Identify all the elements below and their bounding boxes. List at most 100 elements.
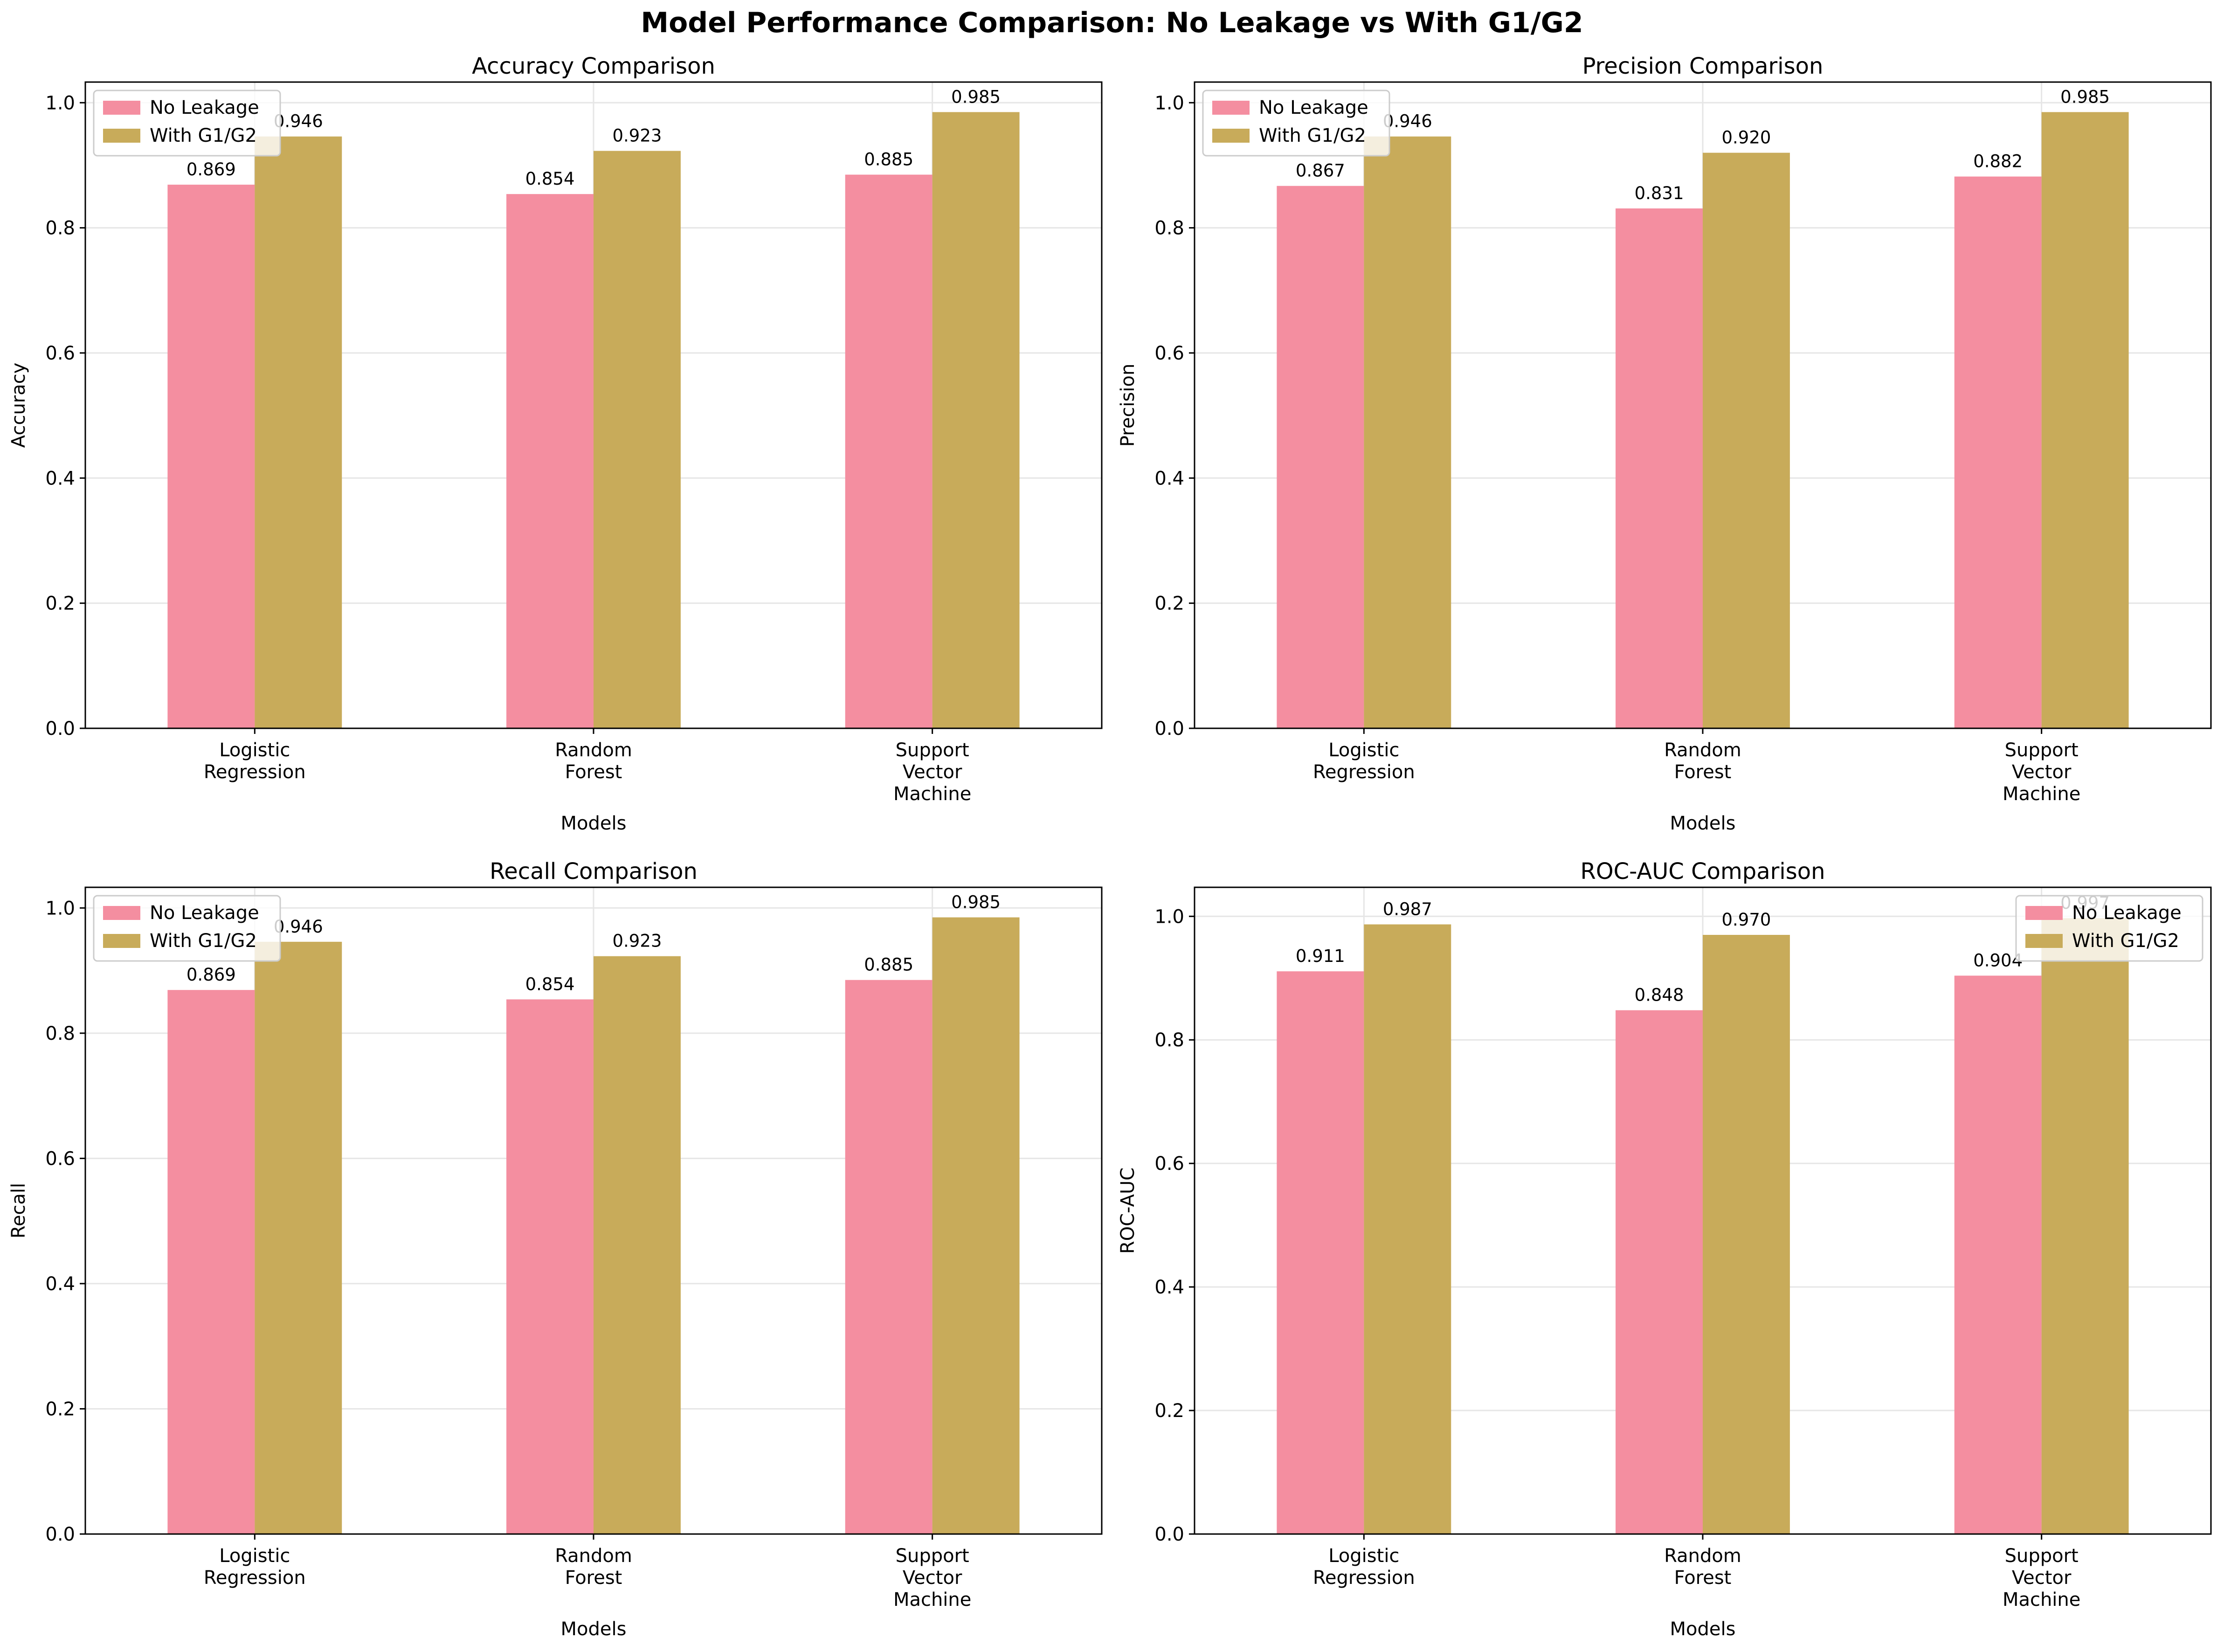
bar-value-label: 0.904	[1973, 950, 2023, 970]
legend-swatch-no-leakage	[103, 906, 140, 920]
x-tick-label: Random Forest	[555, 740, 632, 783]
legend-label-with-g1g2: With G1/G2	[150, 125, 257, 146]
bar-with-g1g2-1	[255, 941, 342, 1534]
bar-value-label: 0.985	[2060, 87, 2110, 107]
y-tick-label: 0.2	[1154, 1400, 1184, 1422]
legend: No Leakage With G1/G2	[93, 90, 281, 157]
y-tick-label: 0.0	[1154, 1524, 1184, 1545]
bar-with-g1g2-3	[2041, 918, 2129, 1534]
legend-swatch-with-g1g2	[1212, 129, 1250, 143]
bar-value-label: 0.946	[274, 917, 323, 937]
bar-value-label: 0.848	[1635, 985, 1684, 1005]
y-tick-label: 1.0	[1154, 906, 1184, 927]
chart-panel-4: 0.9110.8480.9040.9870.9700.9970.00.20.40…	[1117, 858, 2212, 1640]
x-tick-label: Random Forest	[1664, 740, 1741, 783]
y-tick-label: 0.0	[45, 1524, 75, 1545]
y-axis-label: ROC-AUC	[1117, 1168, 1139, 1254]
x-tick-label: Support Vector Machine	[893, 1545, 971, 1611]
x-axis-label: Models	[561, 813, 627, 834]
bar-no-leakage-3	[845, 174, 932, 729]
y-tick-label: 0.4	[1154, 1277, 1184, 1298]
x-tick-label: Logistic Regression	[204, 740, 306, 783]
bar-value-label: 0.854	[525, 169, 575, 189]
y-tick-label: 0.8	[45, 218, 75, 239]
y-tick-label: 0.8	[1154, 1030, 1184, 1051]
bar-no-leakage-3	[845, 980, 932, 1534]
chart-title: Recall Comparison	[490, 858, 698, 885]
y-tick-label: 0.4	[1154, 468, 1184, 489]
legend-label-no-leakage: No Leakage	[2072, 902, 2182, 924]
bar-no-leakage-3	[1954, 975, 2042, 1534]
bar-value-label: 0.882	[1973, 152, 2023, 172]
legend-swatch-no-leakage	[2025, 906, 2063, 920]
chart-title: ROC-AUC Comparison	[1580, 858, 1825, 885]
chart-title: Precision Comparison	[1582, 53, 1823, 79]
bar-no-leakage-2	[506, 194, 594, 728]
bar-no-leakage-1	[1277, 186, 1364, 728]
legend-label-with-g1g2: With G1/G2	[2072, 930, 2179, 952]
bar-value-label: 0.946	[1383, 111, 1432, 131]
bar-value-label: 0.987	[1383, 899, 1432, 919]
bar-with-g1g2-2	[594, 151, 681, 728]
legend-label-with-g1g2: With G1/G2	[1259, 125, 1366, 146]
bar-value-label: 0.869	[186, 159, 236, 180]
chart-panel-2: 0.867 0.831 0.882 0.946 0.920 0.985 0.0 0.2 0.4 0…	[1117, 53, 2212, 834]
y-tick-label: 0.6	[45, 343, 75, 364]
bar-with-g1g2-3	[2041, 112, 2129, 728]
bar-value-label: 0.831	[1635, 183, 1684, 203]
chart-panel-3: 0.869 0.854 0.885 0.946 0.923 0.985 0.0 0.2 0.4 0…	[8, 858, 1103, 1640]
bar-with-g1g2-2	[594, 956, 681, 1534]
legend: No Leakage With G1/G2	[2015, 895, 2203, 962]
legend-swatch-with-g1g2	[2025, 934, 2063, 948]
y-tick-label: 0.6	[1154, 1153, 1184, 1175]
y-tick-label: 0.8	[45, 1023, 75, 1044]
x-tick-label: Random Forest	[1664, 1545, 1741, 1589]
bar-value-label: 0.885	[864, 150, 913, 170]
legend-label-with-g1g2: With G1/G2	[150, 930, 257, 952]
y-tick-label: 0.2	[45, 1398, 75, 1420]
bar-no-leakage-1	[1277, 971, 1364, 1534]
bar-with-g1g2-1	[255, 136, 342, 728]
y-tick-label: 1.0	[45, 898, 75, 919]
legend-label-no-leakage: No Leakage	[1259, 97, 1368, 118]
y-tick-label: 0.6	[45, 1148, 75, 1169]
x-tick-label: Random Forest	[555, 1545, 632, 1589]
bar-value-label: 0.867	[1296, 161, 1345, 181]
x-tick-label: Logistic Regression	[1313, 1545, 1415, 1589]
x-tick-label: Support Vector Machine	[2003, 1545, 2080, 1611]
bar-value-label: 0.911	[1296, 946, 1345, 966]
x-tick-label: Support Vector Machine	[893, 740, 971, 805]
bar-with-g1g2-2	[1703, 935, 1790, 1534]
legend: No Leakage With G1/G2	[1202, 90, 1390, 157]
y-axis-label: Accuracy	[8, 363, 29, 448]
y-tick-label: 0.0	[45, 718, 75, 740]
legend-swatch-with-g1g2	[103, 934, 140, 948]
bar-value-label: 0.885	[864, 955, 913, 975]
legend-label-no-leakage: No Leakage	[150, 97, 259, 118]
bar-value-label: 0.923	[612, 931, 662, 951]
bar-value-label: 0.985	[951, 892, 1001, 912]
figure-title: Model Performance Comparison: No Leakage…	[641, 7, 1583, 39]
y-axis-label: Recall	[8, 1183, 29, 1238]
y-tick-label: 1.0	[45, 92, 75, 114]
bar-with-g1g2-1	[1364, 136, 1451, 728]
x-tick-label: Support Vector Machine	[2003, 740, 2080, 805]
legend-label-no-leakage: No Leakage	[150, 902, 259, 924]
bar-with-g1g2-3	[932, 112, 1020, 728]
bar-with-g1g2-2	[1703, 152, 1790, 728]
y-tick-label: 0.2	[45, 593, 75, 615]
bar-value-label: 0.854	[525, 974, 575, 994]
x-axis-label: Models	[561, 1618, 627, 1640]
y-tick-label: 0.4	[45, 468, 75, 489]
y-tick-label: 0.0	[1154, 718, 1184, 740]
y-tick-label: 0.8	[1154, 218, 1184, 239]
bar-no-leakage-1	[167, 990, 255, 1534]
y-tick-label: 1.0	[1154, 92, 1184, 114]
y-tick-label: 0.6	[1154, 343, 1184, 364]
legend-swatch-with-g1g2	[103, 129, 140, 143]
bar-value-label: 0.920	[1721, 128, 1771, 148]
bar-value-label: 0.869	[186, 965, 236, 985]
bar-no-leakage-2	[1616, 208, 1703, 728]
bar-value-label: 0.923	[612, 126, 662, 146]
